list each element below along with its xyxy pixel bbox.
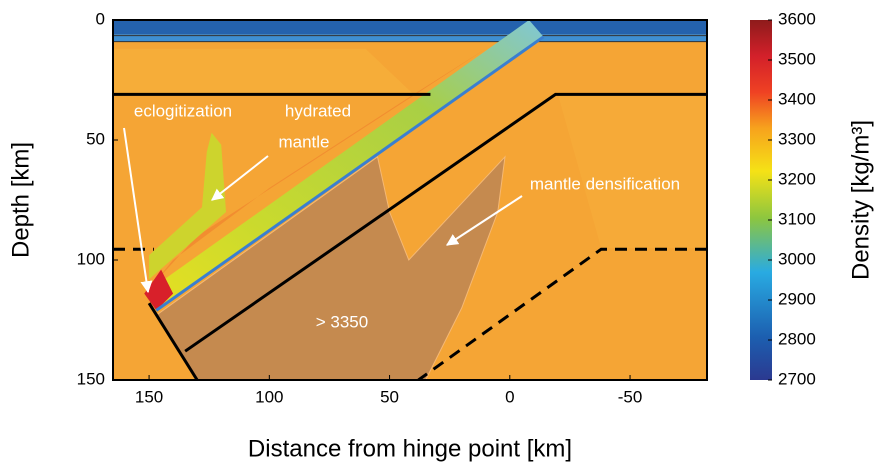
colorbar <box>750 20 772 380</box>
y-tick-label: 0 <box>96 9 105 28</box>
annotation: mantle densification <box>530 174 680 193</box>
annotation-arrow <box>211 155 269 201</box>
x-tick-label: 0 <box>505 387 514 406</box>
slab <box>144 20 544 311</box>
colorbar-tick-label: 3200 <box>778 169 816 188</box>
annotation: > 3350 <box>316 312 368 331</box>
annotation-arrow <box>445 195 523 246</box>
x-tick-label: 150 <box>135 387 163 406</box>
ocean <box>113 20 707 35</box>
plot-frame <box>112 19 708 381</box>
colorbar-tick-label: 2700 <box>778 369 816 388</box>
annotation: eclogitization <box>134 101 232 120</box>
colorbar-tick-label: 3100 <box>778 209 816 228</box>
density-field <box>113 20 707 380</box>
colorbar-tick-label: 3000 <box>778 249 816 268</box>
warm-patch <box>557 94 707 249</box>
colorbar-tick-label: 3300 <box>778 129 816 148</box>
x-tick-label: 50 <box>380 387 399 406</box>
annotation: mantle <box>278 132 329 151</box>
warm-patch <box>113 48 414 95</box>
annotation: hydrated <box>285 101 351 120</box>
x-tick-label: -50 <box>618 387 643 406</box>
x-tick-label: 100 <box>255 387 283 406</box>
y-tick-label: 150 <box>77 369 105 388</box>
hydrated-patch <box>149 132 227 280</box>
x-axis-label: Distance from hinge point [km] <box>248 435 572 462</box>
colorbar-tick-label: 3600 <box>778 9 816 28</box>
boundary <box>417 247 707 380</box>
eclogite <box>144 269 174 311</box>
y-tick-label: 50 <box>86 129 105 148</box>
slab-base <box>155 35 545 312</box>
ocean-lower <box>113 34 707 42</box>
colorbar-tick-label: 2900 <box>778 289 816 308</box>
colorbar-label: Density [kg/m³] <box>847 120 874 280</box>
annotation-arrow <box>123 127 153 294</box>
boundary <box>184 92 707 353</box>
boundary <box>147 302 199 380</box>
dense-region <box>155 155 506 380</box>
colorbar-tick-label: 3500 <box>778 49 816 68</box>
y-axis-label: Depth [km] <box>7 142 34 258</box>
y-tick-label: 100 <box>77 249 105 268</box>
colorbar-tick-label: 2800 <box>778 329 816 348</box>
colorbar-tick-label: 3400 <box>778 89 816 108</box>
